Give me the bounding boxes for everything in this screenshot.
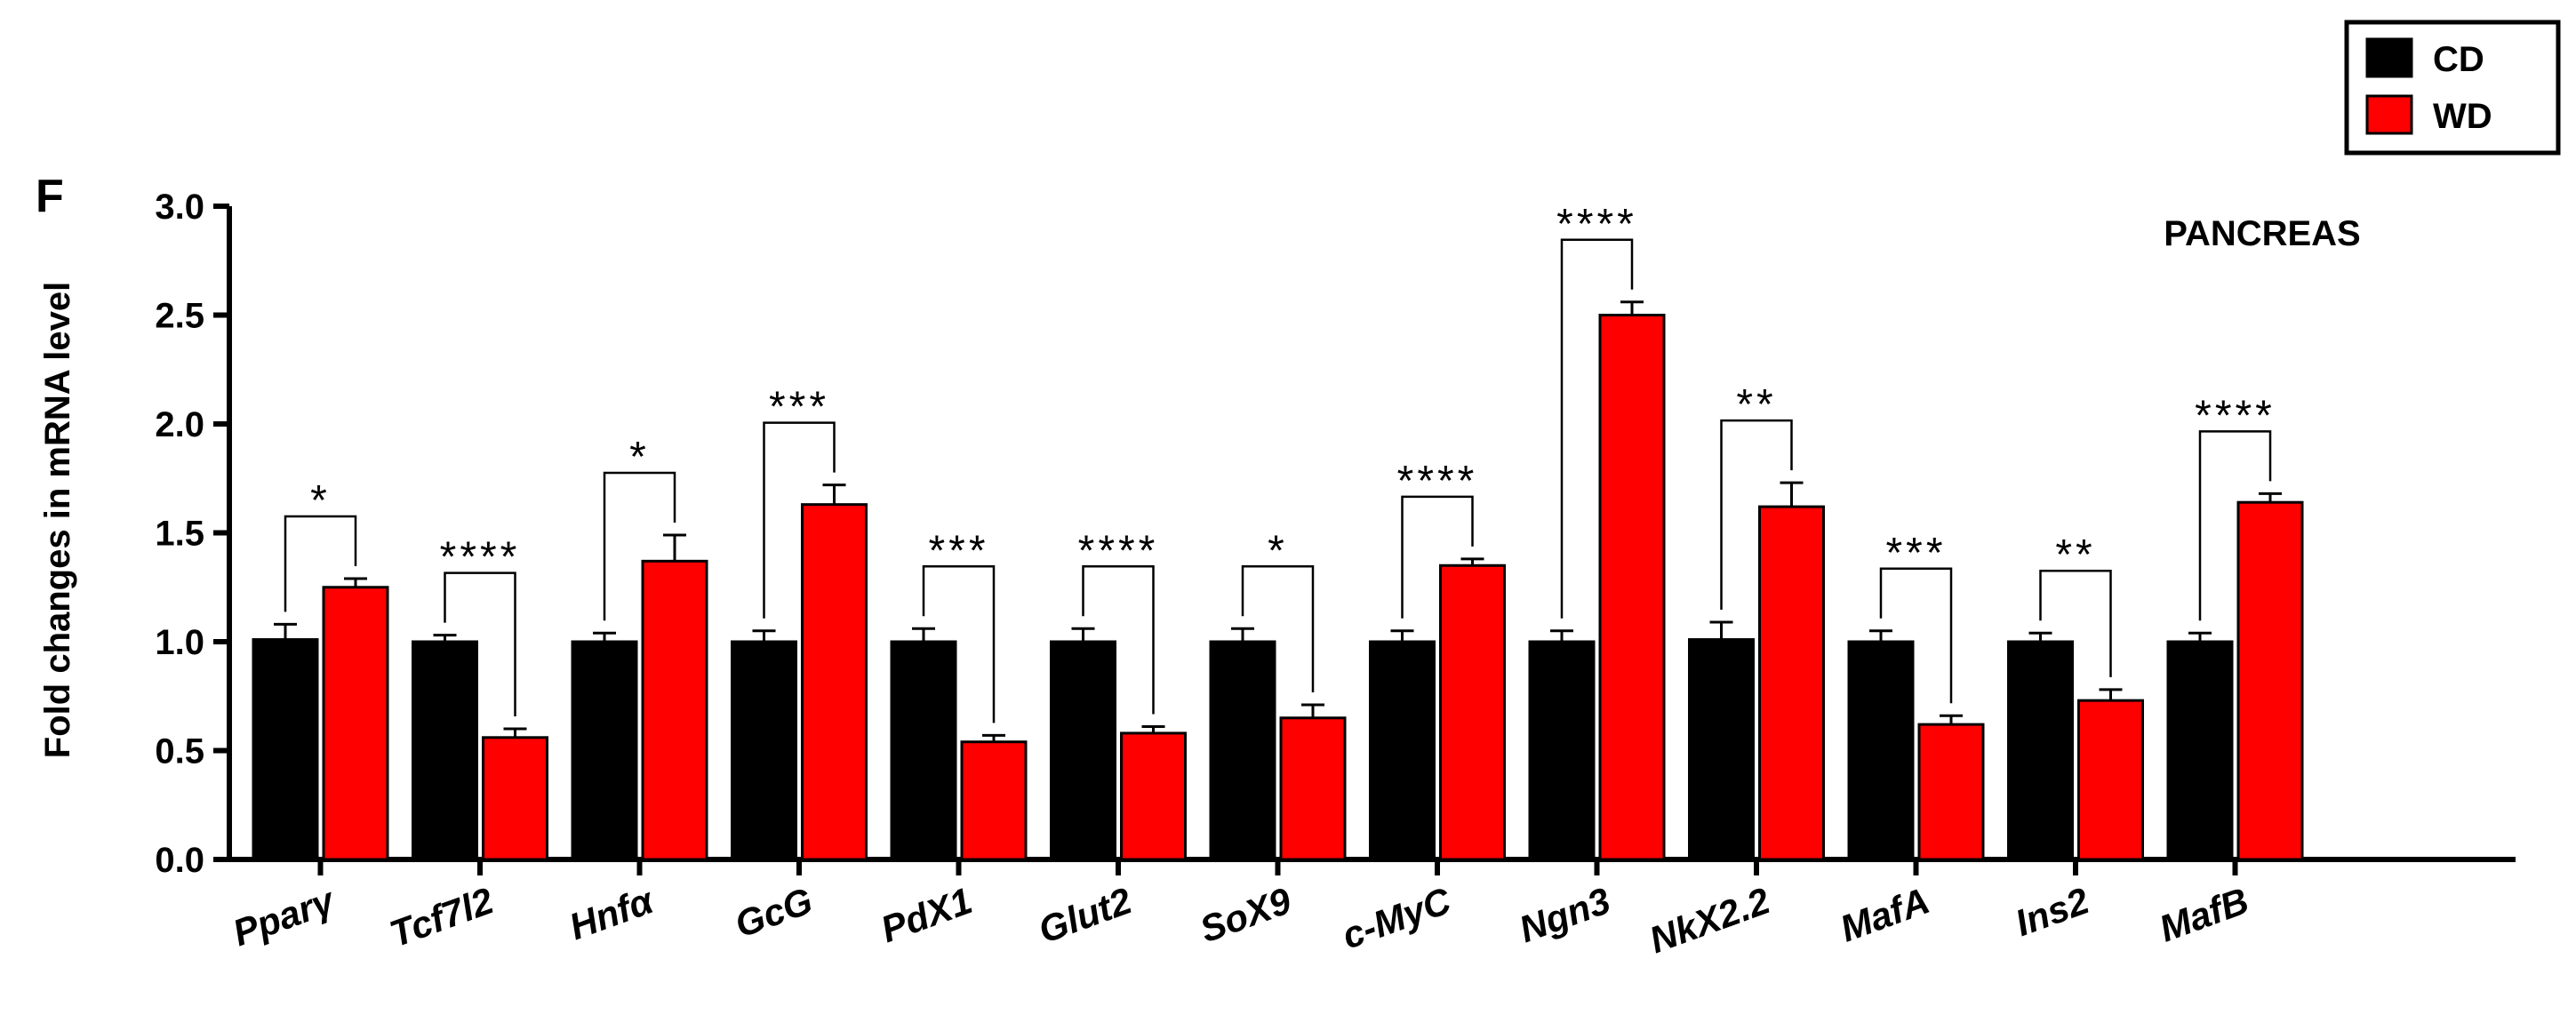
significance-label-tcf7l2: ****	[440, 534, 521, 581]
y-tick-label: 2.0	[155, 405, 204, 444]
x-tick-label-glut2: Glut2	[1033, 879, 1137, 951]
bar-cd-mafa	[1847, 640, 1915, 861]
significance-bracket-ngn3	[1560, 238, 1634, 619]
significance-label-hnf: *	[629, 434, 650, 481]
x-tick-label-ngn3: Ngn3	[1514, 879, 1616, 950]
bar-cd-sox9	[1209, 640, 1276, 861]
significance-label-sox9: *	[1268, 527, 1288, 574]
significance-bracket-hnf	[603, 471, 676, 621]
bar-cd-ppar	[252, 638, 319, 861]
bar-wd-c-myc	[1439, 563, 1506, 861]
bar-wd-gcg	[801, 503, 868, 861]
legend: CD WD	[2344, 20, 2561, 156]
significance-bracket-nkx2-2	[1720, 419, 1793, 610]
x-tick-label-ppar: Pparγ	[228, 878, 341, 954]
bar-cd-tcf7l2	[412, 640, 478, 861]
legend-swatch-wd	[2365, 94, 2413, 135]
bar-wd-mafa	[1917, 723, 1985, 861]
bar-wd-hnf	[641, 559, 708, 861]
x-tick-label-sox9: SoX9	[1195, 879, 1297, 950]
bar-cd-ins2	[2007, 640, 2074, 861]
legend-label-wd: WD	[2433, 97, 2492, 136]
significance-label-ppar: *	[310, 477, 331, 524]
y-axis-label: Fold changes in mRNA level	[38, 282, 77, 758]
x-tick-label-mafa: MafA	[1835, 879, 1935, 949]
x-tick-label-c-myc: c-MyC	[1337, 879, 1457, 956]
y-tick-label: 3.0	[155, 188, 204, 227]
bar-cd-nkx2-2	[1688, 638, 1755, 861]
x-tick-label-ins2: Ins2	[2010, 879, 2094, 944]
bar-wd-ngn3	[1598, 314, 1666, 861]
significance-bracket-ins2	[2039, 569, 2112, 677]
x-tick-label-tcf7l2: Tcf7l2	[384, 879, 499, 955]
bar-wd-ins2	[2077, 699, 2144, 861]
legend-label-cd: CD	[2433, 40, 2484, 79]
bar-cd-mafb	[2166, 640, 2234, 861]
bar-wd-sox9	[1279, 716, 1347, 861]
bar-wd-nkx2-2	[1758, 505, 1825, 861]
y-tick-label: 0.0	[155, 841, 204, 880]
x-tick-label-nkx2-2: NkX2.2	[1644, 879, 1775, 961]
significance-bracket-mafa	[1879, 567, 1953, 704]
significance-label-pdx1: ***	[928, 527, 988, 574]
bar-cd-gcg	[731, 640, 797, 861]
significance-label-ngn3: ****	[1556, 201, 1637, 248]
bar-cd-pdx1	[890, 640, 957, 861]
x-tick-label-gcg: GcG	[730, 879, 818, 946]
x-tick-label-mafb: MafB	[2154, 879, 2254, 949]
significance-bracket-ppar	[284, 515, 357, 612]
significance-label-gcg: ***	[769, 384, 829, 431]
y-tick-label: 1.5	[155, 515, 204, 554]
bar-wd-glut2	[1120, 731, 1187, 861]
significance-label-mafb: ****	[2195, 392, 2276, 439]
bar-cd-c-myc	[1369, 640, 1436, 861]
significance-bracket-c-myc	[1401, 495, 1474, 619]
significance-bracket-gcg	[763, 421, 836, 619]
chart-annotation: PANCREAS	[2164, 214, 2361, 253]
significance-label-ins2: **	[2055, 531, 2095, 579]
significance-bracket-tcf7l2	[444, 571, 516, 716]
y-tick-label: 2.5	[155, 297, 204, 336]
x-tick-label-pdx1: PdX1	[876, 879, 978, 950]
bar-wd-mafb	[2236, 500, 2304, 861]
y-tick-label: 1.0	[155, 623, 204, 662]
bar-wd-ppar	[322, 586, 389, 861]
significance-bracket-mafb	[2198, 430, 2272, 621]
y-tick-label: 0.5	[155, 732, 204, 771]
bar-cd-ngn3	[1528, 640, 1596, 861]
significance-label-mafa: ***	[1885, 530, 1946, 577]
significance-label-glut2: ****	[1078, 527, 1159, 574]
bar-cd-hnf	[571, 640, 638, 861]
significance-bracket-glut2	[1082, 565, 1155, 715]
panel-label: F	[36, 171, 64, 222]
x-tick-label-hnf: Hnfα	[564, 879, 660, 948]
significance-label-nkx2-2: **	[1736, 381, 1776, 428]
bar-wd-pdx1	[960, 740, 1028, 861]
bar-cd-glut2	[1050, 640, 1116, 861]
significance-bracket-sox9	[1241, 565, 1315, 693]
legend-swatch-cd	[2365, 37, 2413, 78]
bar-wd-tcf7l2	[482, 736, 548, 861]
plot-area: 0.00.51.01.52.02.53.0*Pparγ****Tcf7l2*Hn…	[155, 188, 2516, 961]
significance-label-c-myc: ****	[1397, 458, 1478, 505]
significance-bracket-pdx1	[922, 565, 996, 723]
